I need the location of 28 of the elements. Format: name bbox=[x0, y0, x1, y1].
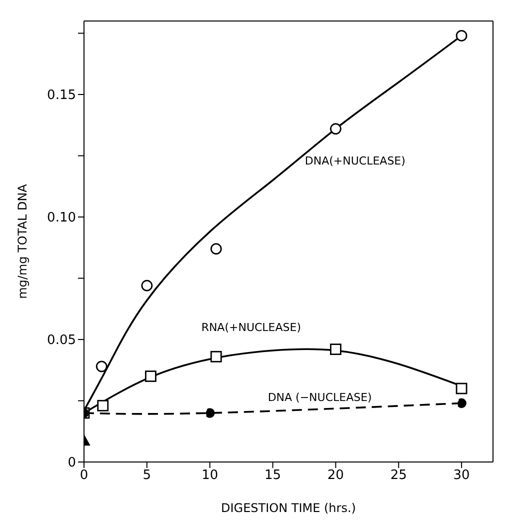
x-tick-label: 10 bbox=[202, 468, 218, 484]
x-tick-label: 20 bbox=[327, 468, 344, 484]
point bbox=[330, 123, 342, 134]
point bbox=[456, 398, 466, 408]
text: DNA(+NUCLEASE) bbox=[304, 154, 406, 168]
point bbox=[210, 243, 222, 255]
y-tick-label: 0.05 bbox=[47, 333, 76, 348]
point bbox=[210, 350, 222, 362]
x-tick-label: 5 bbox=[142, 468, 152, 484]
point bbox=[204, 408, 215, 418]
point bbox=[456, 30, 468, 42]
series-label: RNA(+NUCLEASE) bbox=[201, 320, 302, 334]
point bbox=[456, 382, 468, 394]
y-tick-label: 0.10 bbox=[47, 210, 76, 226]
x-tick-label: 15 bbox=[264, 468, 282, 484]
point bbox=[97, 400, 109, 412]
x-tick-label: 30 bbox=[453, 468, 470, 484]
y-tick-label: 0 bbox=[68, 456, 76, 471]
x-axis-title: DIGESTION TIME (hrs.) bbox=[221, 501, 356, 515]
point bbox=[141, 280, 153, 292]
point bbox=[330, 344, 342, 355]
x-tick-label: 0 bbox=[80, 468, 88, 484]
point bbox=[96, 360, 108, 372]
point bbox=[145, 370, 156, 382]
x-tick-label: 25 bbox=[390, 468, 407, 484]
y-tick-label: 0.15 bbox=[47, 88, 76, 104]
series-label: DNA (−NUCLEASE) bbox=[268, 391, 372, 404]
y-axis-title: mg/mg TOTAL DNA bbox=[15, 183, 30, 299]
